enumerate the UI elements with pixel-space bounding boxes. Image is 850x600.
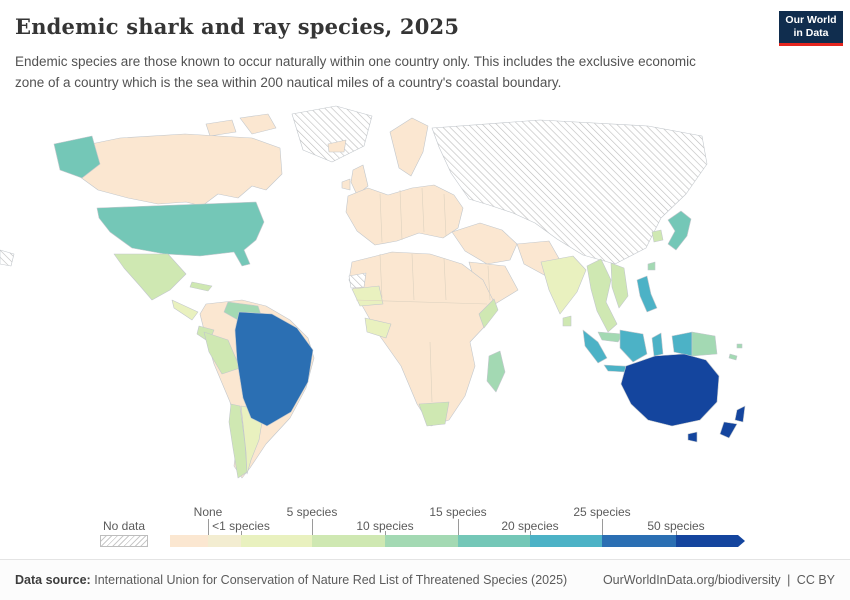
legend-color-strip (170, 535, 745, 547)
country-canada-arctic[interactable] (239, 113, 277, 135)
chart-subtitle: Endemic species are those known to occur… (15, 54, 696, 90)
country-ireland[interactable] (341, 178, 351, 191)
country-new-zealand-south[interactable] (719, 421, 738, 439)
legend-tick (208, 519, 209, 535)
country-south-africa[interactable] (418, 401, 450, 427)
country-united-states-alaska[interactable] (53, 135, 101, 179)
owid-logo-line1: Our World (785, 13, 837, 26)
country-russia-central-asia-china[interactable] (431, 119, 708, 265)
legend-tick-label: 50 species (647, 519, 705, 533)
country-madagascar[interactable] (486, 350, 506, 393)
legend-bin[interactable] (530, 535, 602, 547)
country-japan[interactable] (667, 210, 692, 251)
legend-tick (676, 531, 677, 535)
map-legend: No data None <1 species 5 species 10 spe… (0, 502, 850, 554)
country-canada[interactable] (61, 133, 283, 207)
legend-tick-label: 5 species (286, 505, 338, 519)
country-new-caledonia[interactable] (728, 353, 738, 361)
legend-bin[interactable] (458, 535, 530, 547)
country-myanmar-thailand[interactable] (586, 258, 618, 333)
country-western-sahara[interactable] (348, 272, 367, 289)
country-central-america[interactable] (171, 299, 199, 321)
legend-bin[interactable] (312, 535, 385, 547)
world-map (0, 102, 850, 502)
legend-bin[interactable] (241, 535, 312, 547)
owid-url-link[interactable]: OurWorldInData.org/biodiversity (602, 573, 781, 587)
no-data-swatch[interactable] (100, 535, 148, 547)
country-africa-other[interactable] (348, 251, 494, 427)
owid-logo-line2: in Data (793, 27, 829, 39)
owid-logo[interactable]: Our World in Data (779, 11, 843, 46)
legend-tick (241, 531, 242, 535)
legend-tick (458, 519, 459, 535)
country-middle-east[interactable] (451, 222, 518, 265)
country-indonesia-west-papua[interactable] (671, 331, 693, 357)
country-west-africa[interactable] (364, 317, 392, 339)
legend-tick-label: <1 species (212, 519, 270, 533)
country-sri-lanka[interactable] (562, 315, 572, 327)
country-new-zealand-north[interactable] (734, 405, 746, 423)
country-fiji[interactable] (736, 343, 743, 349)
data-source-label: Data source: (15, 573, 91, 587)
country-somalia[interactable] (478, 298, 499, 329)
country-indonesia-borneo[interactable] (619, 329, 648, 363)
legend-tick-label: None (193, 505, 223, 519)
country-india[interactable] (540, 255, 587, 315)
legend-bin[interactable] (170, 535, 208, 547)
country-peru[interactable] (203, 331, 241, 375)
chart-footer: Data source: International Union for Con… (0, 559, 850, 600)
country-south-korea[interactable] (651, 229, 664, 243)
country-mauritania[interactable] (351, 285, 384, 307)
country-greenland[interactable] (291, 105, 373, 163)
country-iceland[interactable] (327, 139, 347, 153)
legend-tick-label: 10 species (356, 519, 414, 533)
data-source-text: International Union for Conservation of … (94, 573, 568, 587)
country-taiwan[interactable] (647, 261, 656, 271)
data-source: Data source: International Union for Con… (15, 573, 567, 587)
world-map-svg (0, 105, 746, 479)
legend-tick (312, 519, 313, 535)
footer-links: OurWorldInData.org/biodiversity | CC BY (600, 573, 835, 587)
legend-tick (385, 531, 386, 535)
country-scandinavia[interactable] (389, 117, 429, 177)
country-papua-new-guinea[interactable] (691, 331, 718, 357)
country-united-states[interactable] (96, 201, 265, 267)
legend-tick (602, 519, 603, 535)
country-malaysia[interactable] (597, 331, 624, 343)
country-mexico[interactable] (113, 253, 187, 301)
legend-tick (530, 531, 531, 535)
page-title: Endemic shark and ray species, 2025 (15, 14, 460, 39)
country-australia[interactable] (620, 353, 720, 427)
legend-tick-label: 25 species (573, 505, 631, 519)
country-borders (355, 187, 491, 403)
country-indonesia-sumatra[interactable] (582, 329, 608, 364)
legend-bin[interactable] (385, 535, 458, 547)
legend-bin[interactable] (208, 535, 241, 547)
country-cuba[interactable] (189, 281, 213, 292)
country-edge-sliver[interactable] (0, 249, 15, 267)
country-vietnam[interactable] (610, 262, 629, 309)
legend-bin[interactable] (602, 535, 676, 547)
no-data-label: No data (102, 519, 146, 533)
legend-bin[interactable] (676, 535, 745, 547)
country-canada-arctic[interactable] (205, 119, 237, 137)
country-brazil[interactable] (234, 311, 314, 427)
legend-tick-label: 20 species (501, 519, 559, 533)
cc-by-link[interactable]: CC BY (796, 573, 835, 587)
country-indonesia-sulawesi[interactable] (651, 332, 664, 357)
country-philippines[interactable] (636, 275, 658, 313)
country-chile[interactable] (228, 403, 248, 479)
country-australia-tasmania[interactable] (687, 431, 698, 443)
footer-separator: | (787, 573, 791, 587)
legend-tick-label: 15 species (429, 505, 487, 519)
country-europe[interactable] (345, 184, 464, 246)
